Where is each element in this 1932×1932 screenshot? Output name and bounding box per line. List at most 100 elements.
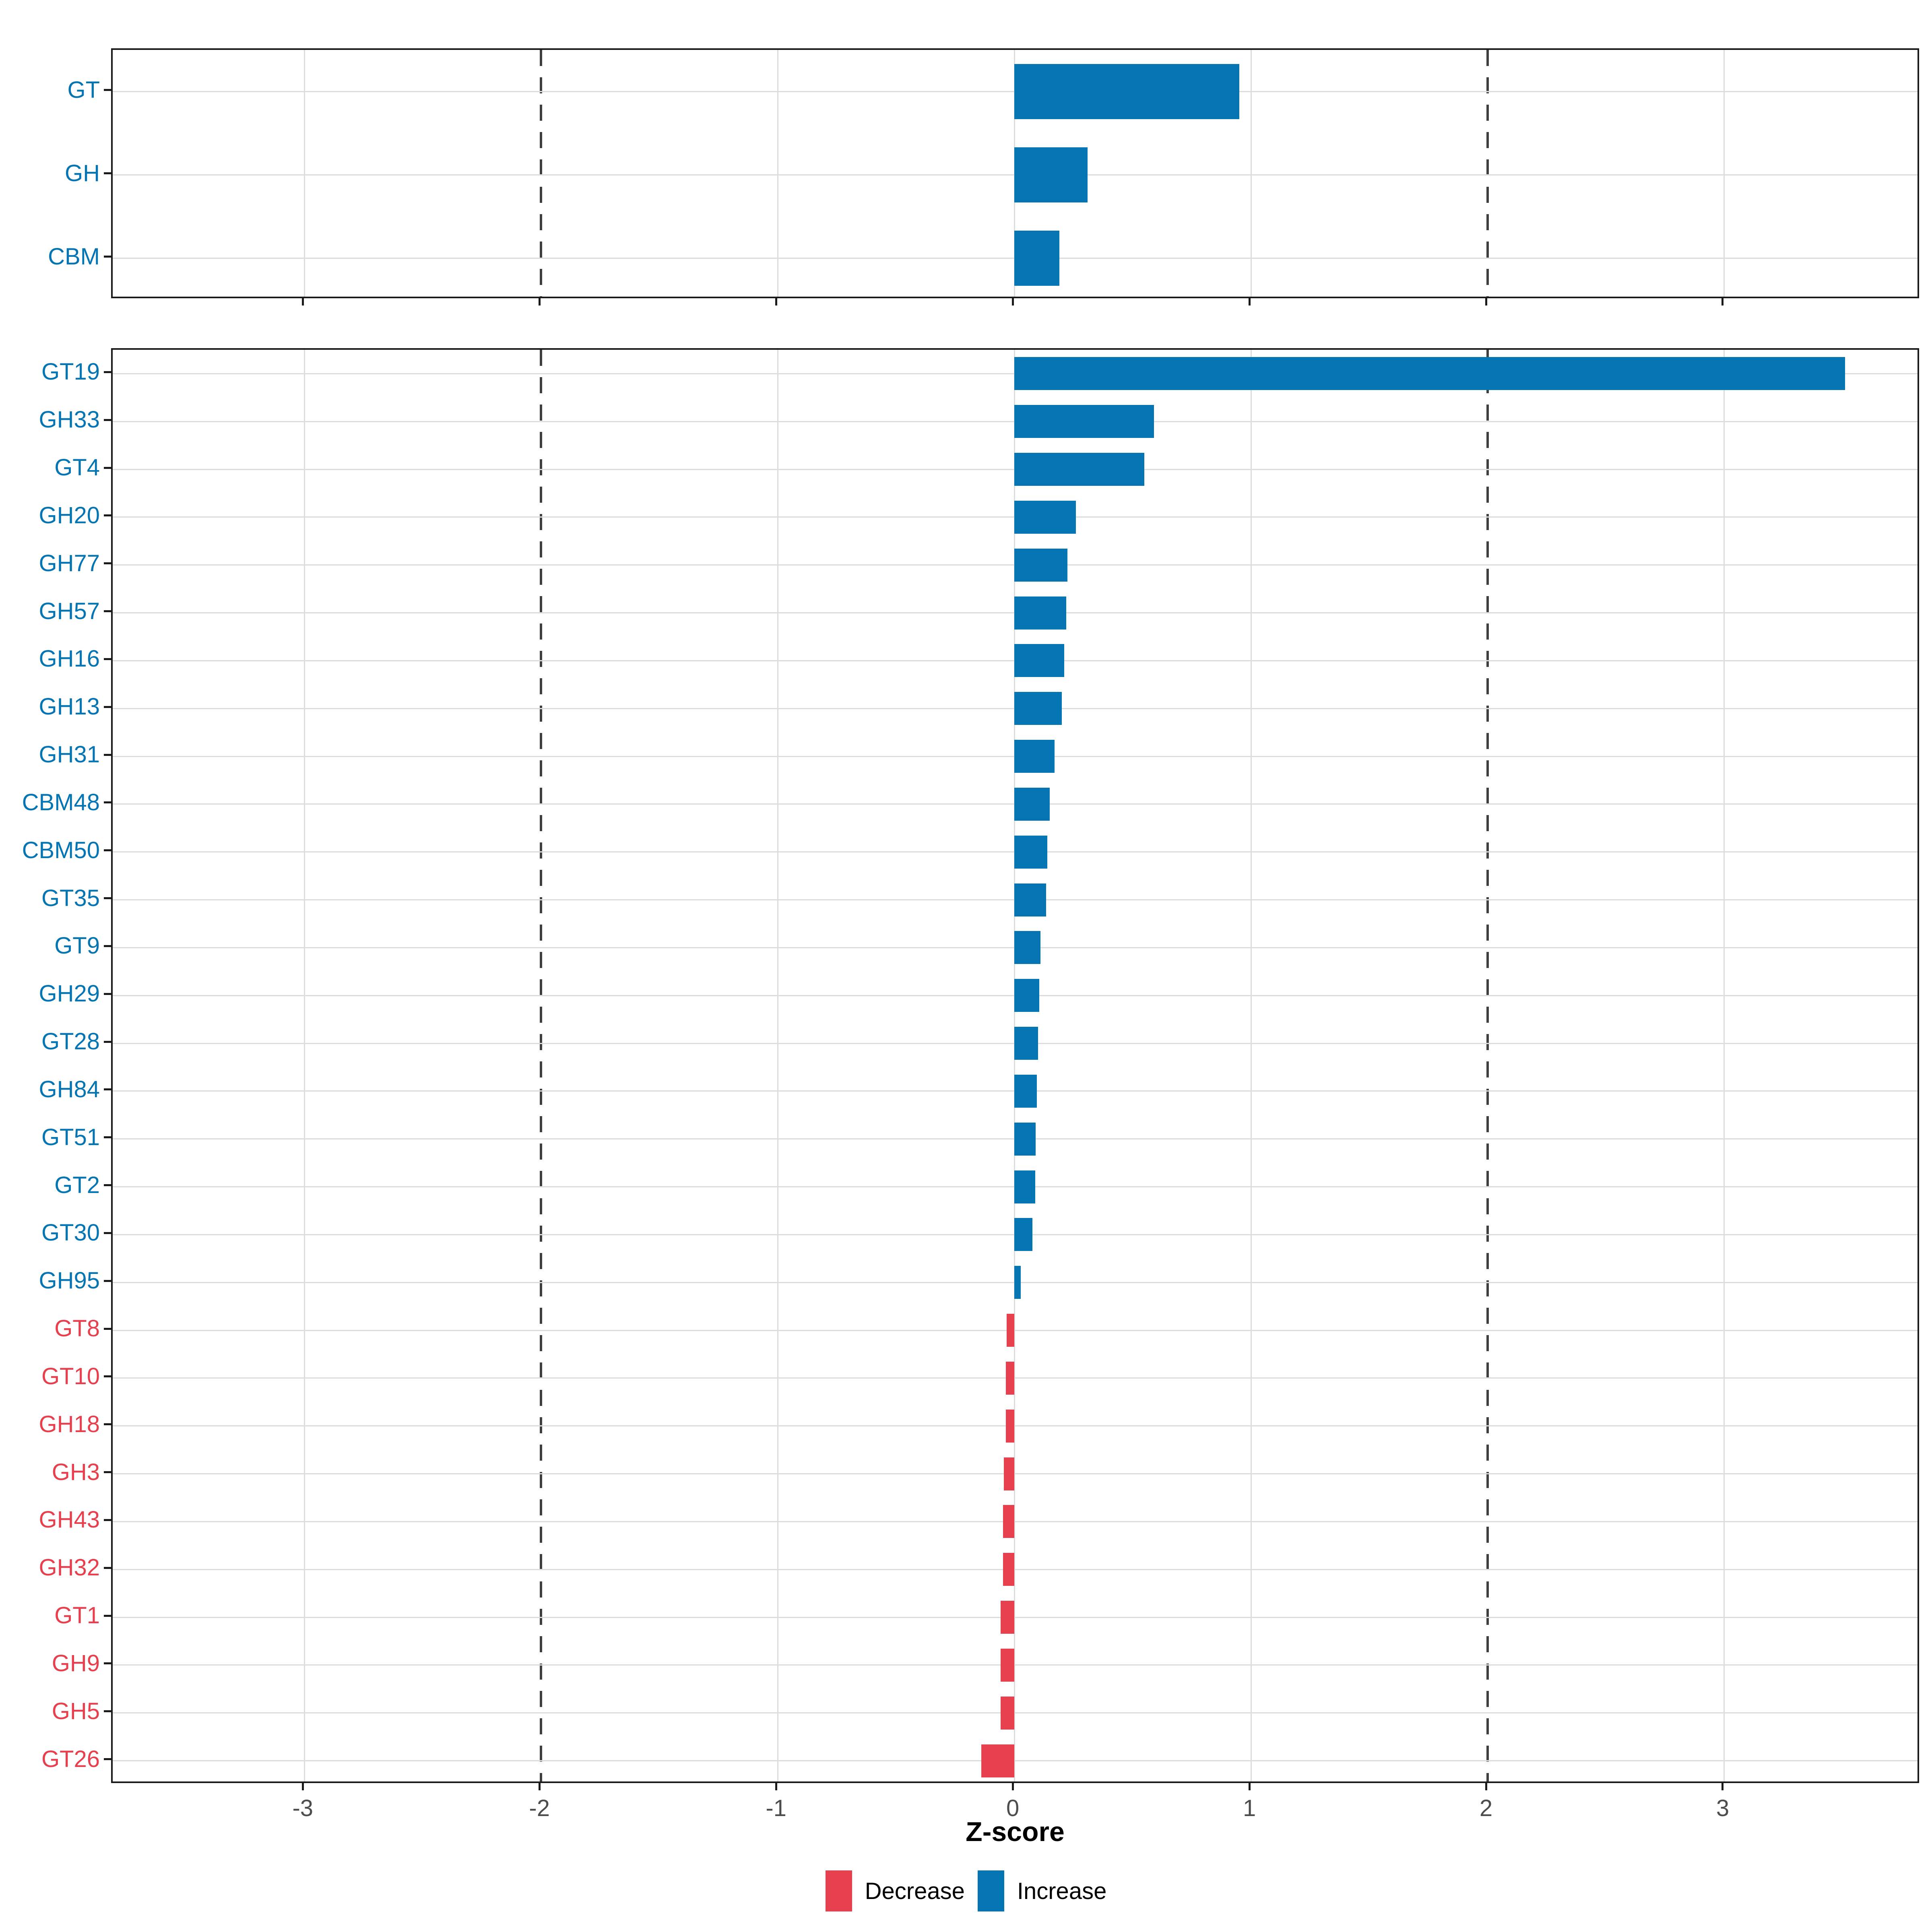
y-axis-label-GT26: GT26 <box>41 1746 100 1772</box>
bar-GT4 <box>1014 453 1145 486</box>
horizontal-gridline <box>113 1712 1918 1714</box>
bar-GH43 <box>1003 1505 1015 1538</box>
horizontal-gridline <box>113 1616 1918 1618</box>
horizontal-gridline <box>113 1760 1918 1762</box>
y-axis-label-GT2: GT2 <box>54 1172 100 1198</box>
legend-key-decrease-swatch <box>825 1870 852 1911</box>
x-tick <box>1248 1783 1251 1790</box>
vertical-gridline <box>1724 350 1725 1781</box>
bar-GT10 <box>1005 1361 1015 1395</box>
x-tick-label--3: -3 <box>292 1795 314 1821</box>
y-axis-label-GH57: GH57 <box>39 598 100 624</box>
y-tick <box>104 419 111 421</box>
dashed-reference-line <box>1486 350 1489 1781</box>
dashed-reference-line <box>540 50 543 297</box>
panel-classes <box>111 48 1919 298</box>
x-tick <box>1721 1783 1724 1790</box>
y-tick <box>104 562 111 565</box>
y-tick <box>104 1088 111 1091</box>
bar-GH16 <box>1014 644 1064 677</box>
x-tick <box>1248 298 1251 305</box>
legend-label-decrease: Decrease <box>865 1878 965 1904</box>
y-axis-label-GH32: GH32 <box>39 1554 100 1581</box>
x-tick-label-3: 3 <box>1716 1795 1730 1821</box>
horizontal-gridline <box>113 1664 1918 1666</box>
vertical-gridline <box>777 50 778 297</box>
bar-GH32 <box>1003 1553 1015 1586</box>
x-tick-label-2: 2 <box>1479 1795 1493 1821</box>
legend-label-increase: Increase <box>1017 1878 1107 1904</box>
y-axis-label-GH16: GH16 <box>39 646 100 672</box>
vertical-gridline <box>1013 350 1015 1781</box>
bar-GH3 <box>1003 1457 1015 1490</box>
bar-GH29 <box>1014 979 1039 1012</box>
legend: Decrease Increase <box>0 1867 1932 1915</box>
bar-GT1 <box>1001 1601 1015 1634</box>
y-tick <box>104 256 111 258</box>
y-axis-label-CBM: CBM <box>48 243 100 270</box>
x-tick <box>301 298 304 305</box>
bar-GT9 <box>1014 931 1040 964</box>
x-tick-label--2: -2 <box>529 1795 550 1821</box>
y-tick <box>104 1423 111 1426</box>
dashed-reference-line <box>540 350 543 1781</box>
y-tick <box>104 371 111 373</box>
y-tick <box>104 1471 111 1474</box>
x-tick-label-1: 1 <box>1243 1795 1256 1821</box>
horizontal-gridline <box>113 1569 1918 1570</box>
y-tick <box>104 1184 111 1187</box>
y-axis-label-GH43: GH43 <box>39 1507 100 1533</box>
bar-GH <box>1014 147 1088 202</box>
y-tick <box>104 1375 111 1378</box>
bar-GH18 <box>1005 1409 1015 1443</box>
y-axis-label-GH20: GH20 <box>39 502 100 528</box>
bar-GH5 <box>1001 1696 1015 1730</box>
y-axis-label-GH31: GH31 <box>39 741 100 768</box>
x-tick-label-0: 0 <box>1006 1795 1020 1821</box>
bar-GT19 <box>1014 357 1845 390</box>
y-axis-label-GH9: GH9 <box>52 1650 100 1676</box>
x-tick <box>1721 298 1724 305</box>
vertical-gridline <box>1724 50 1725 297</box>
y-tick <box>104 1040 111 1043</box>
y-tick <box>104 1758 111 1761</box>
vertical-gridline <box>1250 350 1252 1781</box>
y-tick <box>104 514 111 517</box>
vertical-gridline <box>777 350 778 1781</box>
bar-GH77 <box>1014 548 1068 582</box>
y-axis-label-GT9: GT9 <box>54 933 100 959</box>
y-tick <box>104 658 111 660</box>
y-axis-label-GT35: GT35 <box>41 885 100 911</box>
bar-GH9 <box>1001 1648 1015 1682</box>
y-tick <box>104 466 111 469</box>
bar-GH33 <box>1014 405 1154 438</box>
y-tick <box>104 172 111 174</box>
y-axis-label-GT19: GT19 <box>41 359 100 385</box>
y-tick <box>104 706 111 708</box>
bar-CBM48 <box>1014 787 1050 821</box>
y-tick <box>104 610 111 613</box>
bar-GT35 <box>1014 883 1046 916</box>
y-tick <box>104 801 111 804</box>
y-axis-label-CBM48: CBM48 <box>22 789 100 815</box>
y-axis-label-GT8: GT8 <box>54 1315 100 1342</box>
x-tick <box>775 298 777 305</box>
x-tick <box>1011 298 1014 305</box>
bar-GT30 <box>1014 1218 1033 1251</box>
y-tick <box>104 753 111 756</box>
bar-GT26 <box>981 1744 1015 1777</box>
bar-GH31 <box>1014 740 1055 773</box>
y-tick <box>104 993 111 995</box>
x-tick <box>775 1783 777 1790</box>
bar-GH57 <box>1014 596 1067 630</box>
y-axis-label-GT4: GT4 <box>54 454 100 481</box>
vertical-gridline <box>303 50 305 297</box>
y-tick <box>104 89 111 91</box>
x-tick <box>538 298 541 305</box>
x-tick <box>1011 1783 1014 1790</box>
y-tick <box>104 1614 111 1617</box>
y-axis-label-GT1: GT1 <box>54 1602 100 1629</box>
x-tick <box>538 1783 541 1790</box>
y-tick <box>104 1232 111 1234</box>
horizontal-gridline <box>113 1329 1918 1331</box>
